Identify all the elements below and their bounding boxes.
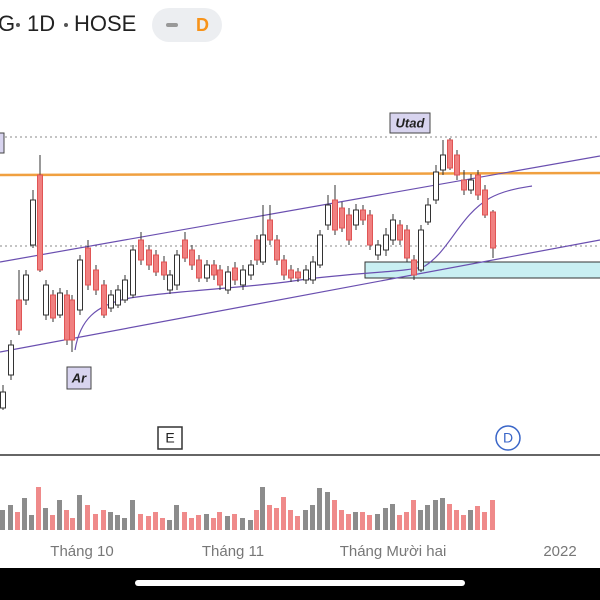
volume-down	[15, 487, 495, 530]
down-candles	[16, 139, 496, 341]
event-circle[interactable]	[495, 425, 521, 451]
label-box	[389, 112, 431, 134]
cut-label	[0, 132, 5, 154]
ar-label: Ar	[71, 370, 87, 385]
volume-up	[0, 487, 473, 530]
badge: D	[196, 15, 209, 35]
moving-average	[74, 185, 533, 351]
status-pill[interactable]	[152, 8, 222, 42]
dash-icon	[166, 23, 178, 27]
label-box	[66, 366, 92, 390]
event-d: D	[503, 430, 513, 446]
separator	[64, 23, 68, 27]
channel-upper	[0, 155, 600, 263]
x-label: 2022	[543, 543, 576, 560]
home-indicator[interactable]	[135, 580, 465, 586]
channel-lower	[0, 239, 600, 353]
event-box[interactable]	[157, 426, 183, 450]
separator	[16, 23, 20, 27]
x-label: Tháng 11	[202, 543, 264, 560]
utad-label: Utad	[396, 115, 426, 130]
exchange: HOSE	[74, 11, 136, 36]
resistance-line	[0, 171, 600, 177]
symbol: G	[0, 11, 15, 36]
x-label: Tháng Mười hai	[340, 543, 447, 560]
interval: 1D	[27, 11, 55, 36]
up-candles	[0, 154, 474, 409]
x-label: Tháng 10	[50, 543, 113, 560]
event-e: E	[165, 430, 174, 446]
